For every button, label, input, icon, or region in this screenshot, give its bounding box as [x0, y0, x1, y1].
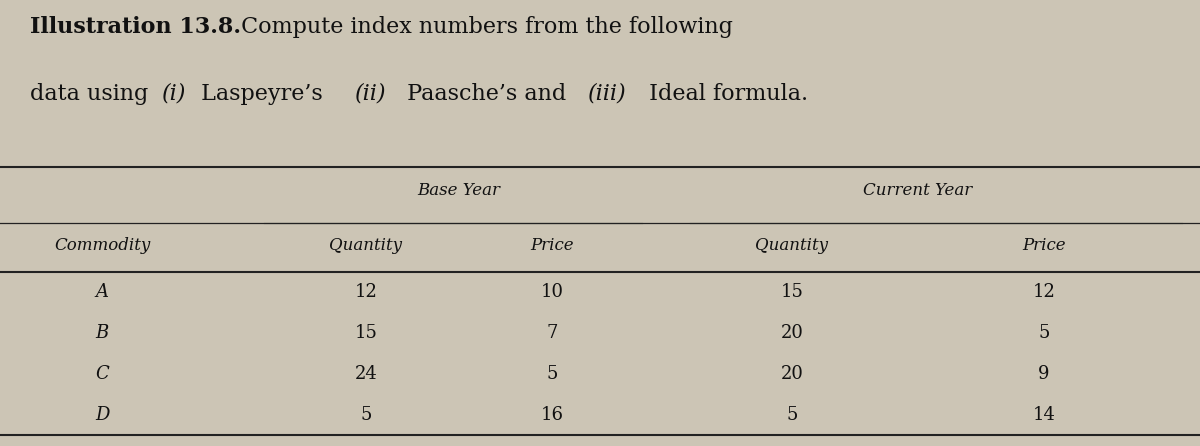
Text: Base Year: Base Year [418, 182, 500, 199]
Text: 20: 20 [780, 365, 804, 383]
Text: Laspeyre’s: Laspeyre’s [194, 83, 330, 104]
Text: 5: 5 [786, 405, 798, 424]
Text: Price: Price [530, 237, 574, 254]
Text: Illustration 13.8.: Illustration 13.8. [30, 16, 241, 37]
Text: 7: 7 [546, 324, 558, 342]
Text: Current Year: Current Year [863, 182, 973, 199]
Text: 5: 5 [360, 405, 372, 424]
Text: (iii): (iii) [588, 83, 626, 104]
Text: (i): (i) [162, 83, 186, 104]
Text: 14: 14 [1032, 405, 1056, 424]
Text: data using: data using [30, 83, 155, 104]
Text: Commodity: Commodity [54, 237, 150, 254]
Text: Ideal formula.: Ideal formula. [642, 83, 808, 104]
Text: (ii): (ii) [355, 83, 386, 104]
Text: C: C [95, 365, 109, 383]
Text: 10: 10 [540, 283, 564, 301]
Text: 15: 15 [780, 283, 804, 301]
Text: B: B [95, 324, 109, 342]
Text: 12: 12 [354, 283, 378, 301]
Text: Compute index numbers from the following: Compute index numbers from the following [234, 16, 733, 37]
Text: A: A [96, 283, 108, 301]
Text: 5: 5 [546, 365, 558, 383]
Text: 5: 5 [1038, 324, 1050, 342]
Text: 24: 24 [355, 365, 377, 383]
Text: 9: 9 [1038, 365, 1050, 383]
Text: 12: 12 [1032, 283, 1056, 301]
Text: Price: Price [1022, 237, 1066, 254]
Text: Quantity: Quantity [330, 237, 402, 254]
Text: Paasche’s and: Paasche’s and [400, 83, 572, 104]
Text: Quantity: Quantity [756, 237, 828, 254]
Text: 20: 20 [780, 324, 804, 342]
Text: 15: 15 [354, 324, 378, 342]
Text: 16: 16 [540, 405, 564, 424]
Text: D: D [95, 405, 109, 424]
